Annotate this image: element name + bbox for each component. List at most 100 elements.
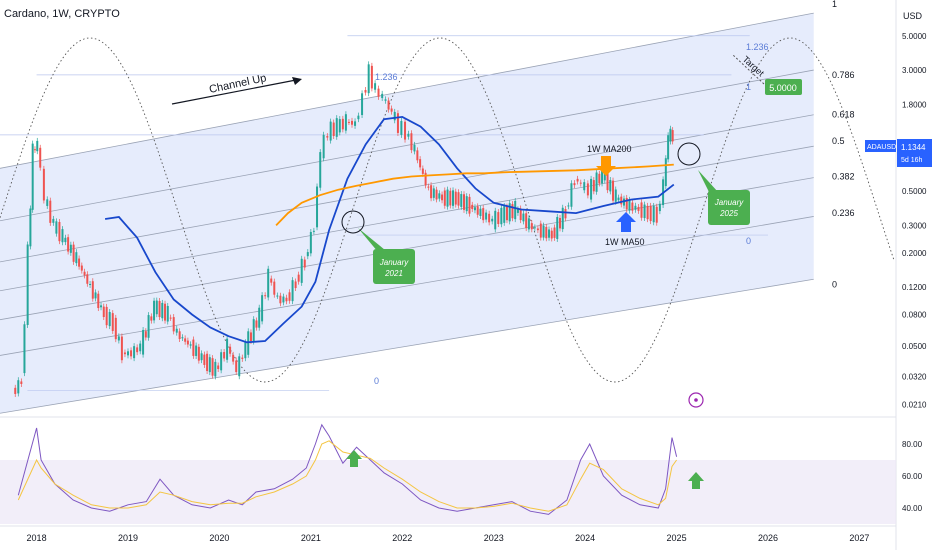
x-tick-label: 2023: [484, 533, 504, 543]
price-candle: [545, 226, 548, 239]
time-marker-icon[interactable]: [688, 392, 704, 408]
price-candle: [223, 352, 226, 359]
chart-title: Cardano, 1W, CRYPTO: [4, 8, 120, 20]
price-candle: [294, 281, 297, 289]
price-candle: [377, 88, 380, 97]
price-candle: [539, 223, 542, 238]
target-path-line: [732, 54, 765, 85]
price-candle: [536, 228, 539, 231]
price-candle: [351, 120, 353, 125]
y-tick-label: 0.0210: [902, 401, 927, 410]
rsi-band: [0, 460, 896, 524]
price-candle: [80, 265, 83, 271]
price-candle: [200, 353, 203, 361]
fib-level-label: 0.5: [832, 136, 845, 146]
price-candle: [335, 118, 338, 137]
price-candle: [17, 380, 20, 394]
price-candle: [609, 180, 612, 192]
price-candle: [178, 331, 181, 340]
price-candle: [252, 319, 255, 342]
y-tick-label: 5.0000: [902, 32, 927, 41]
price-candle: [646, 205, 649, 220]
fib-1236-label-b: 1.236: [746, 42, 769, 52]
channel-fib-line: [0, 12, 814, 169]
channel-fib-line: [0, 145, 814, 292]
price-candle: [147, 315, 150, 338]
price-candle: [72, 244, 75, 262]
price-candle: [102, 306, 105, 318]
price-candle: [69, 244, 72, 253]
price-candle: [31, 143, 34, 210]
price-candle: [573, 183, 576, 186]
price-candle: [319, 152, 322, 188]
price-candle: [300, 258, 303, 283]
ma50-arrow-icon: [616, 212, 636, 232]
price-candle: [567, 205, 570, 207]
price-candle: [97, 293, 100, 309]
price-candle: [117, 336, 120, 341]
price-candle: [441, 194, 444, 201]
january-2025-text-1: January: [714, 198, 744, 207]
breakout-circle-2025: [677, 142, 701, 166]
price-candle: [111, 313, 114, 331]
price-candle: [276, 295, 279, 297]
x-tick-label: 2022: [392, 533, 412, 543]
channel-fill: [0, 13, 814, 414]
price-candle: [519, 208, 522, 221]
price-candle: [505, 206, 508, 221]
breakout-circle-2021: [341, 210, 365, 234]
channel-fib-line: [0, 216, 814, 356]
y-tick-label: 0.0800: [902, 311, 927, 320]
price-candle: [671, 130, 674, 142]
rsi-signal-line: [17, 440, 678, 512]
price-candle: [136, 347, 139, 353]
x-tick-label: 2020: [209, 533, 229, 543]
price-candle: [421, 168, 424, 174]
price-candle: [367, 64, 370, 94]
x-tick-label: 2019: [118, 533, 138, 543]
price-candle: [220, 352, 223, 371]
rsi-tick-label: 60.00: [902, 472, 923, 481]
fib-level-label: 0.786: [832, 70, 855, 80]
price-candle: [150, 316, 153, 321]
price-candle: [579, 182, 582, 184]
price-candle: [516, 209, 519, 213]
price-candle: [527, 218, 530, 230]
price-candle: [306, 252, 309, 257]
price-candle: [249, 332, 252, 342]
fib-level-label: 0: [832, 279, 837, 289]
price-candle: [432, 188, 435, 198]
price-candle: [446, 189, 449, 207]
price-candle: [667, 135, 670, 160]
y-tick-label: 0.1200: [902, 283, 927, 292]
price-candle: [208, 357, 211, 373]
price-candle: [164, 303, 167, 321]
price-candle: [586, 183, 589, 196]
price-candle: [482, 208, 485, 221]
price-candle: [603, 171, 606, 181]
price-candle: [61, 229, 64, 243]
last-price-value: 1.1344: [901, 143, 926, 152]
price-candle: [435, 189, 438, 200]
price-candle: [279, 295, 282, 304]
price-candle: [58, 221, 61, 242]
price-candle: [370, 65, 373, 89]
price-candle: [127, 351, 129, 356]
fib-level-label: 0.236: [832, 208, 855, 218]
price-candle: [473, 207, 476, 211]
y-tick-label: 0.3000: [902, 221, 927, 230]
currency-label[interactable]: USD: [903, 11, 923, 21]
price-candle: [100, 305, 103, 308]
price-candle: [255, 320, 258, 328]
price-candle: [26, 244, 29, 325]
price-candle: [20, 381, 23, 384]
price-candle: [285, 297, 288, 302]
fib-level-label: 1: [832, 0, 837, 9]
fib-0-label-b: 0: [746, 236, 751, 246]
price-candle: [42, 168, 45, 201]
x-tick-label: 2018: [27, 533, 47, 543]
price-candle: [235, 360, 238, 373]
price-candle: [83, 271, 86, 276]
price-candle: [381, 93, 384, 99]
